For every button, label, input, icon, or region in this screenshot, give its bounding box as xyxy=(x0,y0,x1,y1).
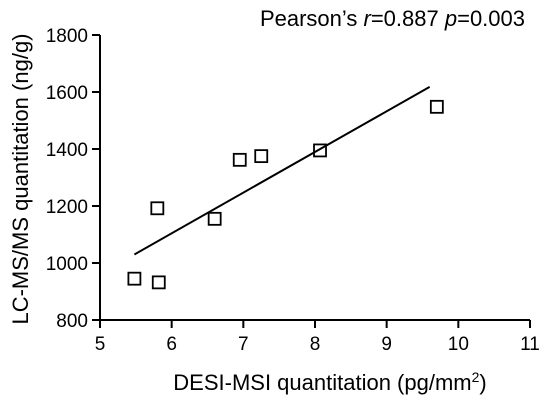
y-tick-label: 1200 xyxy=(46,197,88,218)
data-point xyxy=(313,143,327,158)
regression-line-group xyxy=(133,86,431,256)
data-point xyxy=(254,149,269,164)
y-tick-label: 800 xyxy=(56,311,88,332)
x-axis-title-end: ) xyxy=(479,370,486,395)
data-point xyxy=(207,211,222,226)
y-axis-title: LC-MS/MS quantitation (ng/g) xyxy=(8,33,33,324)
data-point xyxy=(150,201,165,216)
data-point xyxy=(232,152,247,167)
y-tick-label: 1800 xyxy=(46,26,88,47)
axes xyxy=(99,35,530,321)
x-tick-label: 8 xyxy=(310,334,321,355)
x-tick-label: 7 xyxy=(238,334,249,355)
annotation-prefix: Pearson’s xyxy=(260,6,364,31)
x-tick-label: 10 xyxy=(448,334,469,355)
regression-line xyxy=(133,86,431,256)
y-tick-label: 1400 xyxy=(46,140,88,161)
x-tick-label: 9 xyxy=(381,334,392,355)
data-point xyxy=(151,275,166,290)
y-tick-label: 1600 xyxy=(46,83,88,104)
x-axis-title-main: DESI-MSI quantitation (pg/mm xyxy=(173,370,471,395)
y-tick-label: 1000 xyxy=(46,254,88,275)
x-ticks: 5 6 7 8 9 10 11 xyxy=(95,320,540,355)
data-point xyxy=(429,99,444,114)
annotation-p-value: =0.003 xyxy=(457,6,525,31)
y-ticks: 800 1000 1200 1400 1600 1800 xyxy=(46,26,100,332)
x-axis-title: DESI-MSI quantitation (pg/mm2) xyxy=(173,369,486,395)
annotation-r-symbol: r xyxy=(364,6,373,31)
annotation-r-value: =0.887 xyxy=(371,6,445,31)
x-tick-label: 6 xyxy=(166,334,177,355)
x-axis-title-sup: 2 xyxy=(472,369,480,385)
x-tick-label: 11 xyxy=(520,334,540,355)
annotation-p-symbol: p xyxy=(444,6,457,31)
data-points xyxy=(127,99,444,290)
x-tick-label: 5 xyxy=(95,334,106,355)
data-point xyxy=(127,271,142,286)
correlation-annotation: Pearson’s r=0.887 p=0.003 xyxy=(260,6,525,31)
